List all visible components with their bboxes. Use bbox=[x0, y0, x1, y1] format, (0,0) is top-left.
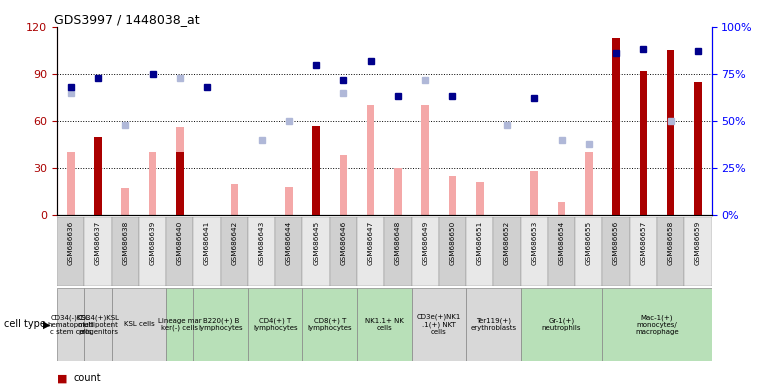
Bar bbox=[657, 217, 684, 286]
Text: KSL cells: KSL cells bbox=[123, 321, 154, 328]
Bar bbox=[67, 152, 75, 215]
Text: Gr-1(+)
neutrophils: Gr-1(+) neutrophils bbox=[542, 318, 581, 331]
Text: GSM686654: GSM686654 bbox=[559, 220, 565, 265]
Text: GSM686650: GSM686650 bbox=[450, 220, 456, 265]
Bar bbox=[613, 38, 620, 215]
Bar bbox=[193, 288, 248, 361]
Bar bbox=[84, 288, 112, 361]
Bar bbox=[367, 105, 374, 215]
Bar bbox=[575, 217, 603, 286]
Bar bbox=[548, 217, 575, 286]
Bar bbox=[412, 217, 439, 286]
Bar bbox=[639, 71, 647, 215]
Text: GSM686643: GSM686643 bbox=[259, 220, 265, 265]
Bar bbox=[303, 217, 330, 286]
Bar bbox=[112, 217, 139, 286]
Bar bbox=[57, 217, 84, 286]
Text: GSM686642: GSM686642 bbox=[231, 220, 237, 265]
Bar bbox=[339, 156, 347, 215]
Text: GSM686636: GSM686636 bbox=[68, 220, 74, 265]
Bar bbox=[684, 217, 712, 286]
Bar bbox=[466, 288, 521, 361]
Text: GSM686656: GSM686656 bbox=[613, 220, 619, 265]
Bar bbox=[357, 288, 412, 361]
Text: Lineage mar
ker(-) cells: Lineage mar ker(-) cells bbox=[158, 318, 202, 331]
Text: cell type: cell type bbox=[4, 319, 46, 329]
Text: ▶: ▶ bbox=[43, 319, 50, 329]
Text: GSM686655: GSM686655 bbox=[586, 220, 592, 265]
Text: CD34(+)KSL
multipotent
progenitors: CD34(+)KSL multipotent progenitors bbox=[76, 314, 119, 335]
Bar bbox=[466, 217, 493, 286]
Bar bbox=[275, 217, 303, 286]
Bar bbox=[530, 171, 538, 215]
Text: GSM686652: GSM686652 bbox=[504, 220, 510, 265]
Text: GSM686645: GSM686645 bbox=[313, 220, 319, 265]
Text: GSM686640: GSM686640 bbox=[177, 220, 183, 265]
Bar bbox=[176, 152, 183, 215]
Text: CD34(-)KSL
hematopoieti
c stem cells: CD34(-)KSL hematopoieti c stem cells bbox=[47, 314, 94, 335]
Text: GSM686659: GSM686659 bbox=[695, 220, 701, 265]
Text: GSM686646: GSM686646 bbox=[340, 220, 346, 265]
Bar bbox=[176, 127, 183, 215]
Text: GSM686641: GSM686641 bbox=[204, 220, 210, 265]
Text: GSM686657: GSM686657 bbox=[640, 220, 646, 265]
Bar bbox=[357, 217, 384, 286]
Text: GSM686638: GSM686638 bbox=[123, 220, 129, 265]
Bar bbox=[166, 288, 193, 361]
Text: CD4(+) T
lymphocytes: CD4(+) T lymphocytes bbox=[253, 318, 298, 331]
Text: GSM686653: GSM686653 bbox=[531, 220, 537, 265]
Text: Ter119(+)
erythroblasts: Ter119(+) erythroblasts bbox=[470, 318, 517, 331]
Bar bbox=[112, 288, 166, 361]
Bar bbox=[84, 217, 112, 286]
Bar bbox=[384, 217, 412, 286]
Bar bbox=[603, 217, 630, 286]
Text: GSM686649: GSM686649 bbox=[422, 220, 428, 265]
Text: GSM686658: GSM686658 bbox=[667, 220, 673, 265]
Bar bbox=[330, 217, 357, 286]
Bar bbox=[148, 152, 156, 215]
Bar bbox=[521, 288, 603, 361]
Bar bbox=[630, 217, 657, 286]
Bar bbox=[221, 217, 248, 286]
Text: GSM686647: GSM686647 bbox=[368, 220, 374, 265]
Bar bbox=[585, 152, 593, 215]
Bar bbox=[422, 105, 429, 215]
Text: GSM686639: GSM686639 bbox=[149, 220, 155, 265]
Bar bbox=[449, 176, 457, 215]
Bar bbox=[667, 50, 674, 215]
Bar bbox=[231, 184, 238, 215]
Text: GDS3997 / 1448038_at: GDS3997 / 1448038_at bbox=[54, 13, 199, 26]
Bar bbox=[122, 189, 129, 215]
Bar bbox=[285, 187, 293, 215]
Bar bbox=[412, 288, 466, 361]
Text: GSM686651: GSM686651 bbox=[476, 220, 482, 265]
Bar bbox=[139, 217, 166, 286]
Bar bbox=[248, 217, 275, 286]
Text: GSM686648: GSM686648 bbox=[395, 220, 401, 265]
Text: ■: ■ bbox=[57, 373, 68, 383]
Bar bbox=[166, 217, 193, 286]
Bar bbox=[94, 137, 102, 215]
Bar bbox=[57, 288, 84, 361]
Text: Mac-1(+)
monocytes/
macrophage: Mac-1(+) monocytes/ macrophage bbox=[635, 314, 679, 335]
Text: GSM686637: GSM686637 bbox=[95, 220, 101, 265]
Text: CD8(+) T
lymphocytes: CD8(+) T lymphocytes bbox=[307, 318, 352, 331]
Text: NK1.1+ NK
cells: NK1.1+ NK cells bbox=[365, 318, 404, 331]
Text: GSM686644: GSM686644 bbox=[286, 220, 292, 265]
Text: B220(+) B
lymphocytes: B220(+) B lymphocytes bbox=[199, 318, 243, 331]
Text: count: count bbox=[74, 373, 101, 383]
Bar bbox=[193, 217, 221, 286]
Bar bbox=[493, 217, 521, 286]
Bar bbox=[558, 202, 565, 215]
Bar bbox=[394, 168, 402, 215]
Bar bbox=[303, 288, 357, 361]
Bar bbox=[603, 288, 712, 361]
Bar bbox=[248, 288, 303, 361]
Bar bbox=[694, 82, 702, 215]
Bar bbox=[439, 217, 466, 286]
Text: CD3e(+)NK1
.1(+) NKT
cells: CD3e(+)NK1 .1(+) NKT cells bbox=[417, 314, 461, 335]
Bar bbox=[312, 126, 320, 215]
Bar bbox=[476, 182, 483, 215]
Bar bbox=[521, 217, 548, 286]
